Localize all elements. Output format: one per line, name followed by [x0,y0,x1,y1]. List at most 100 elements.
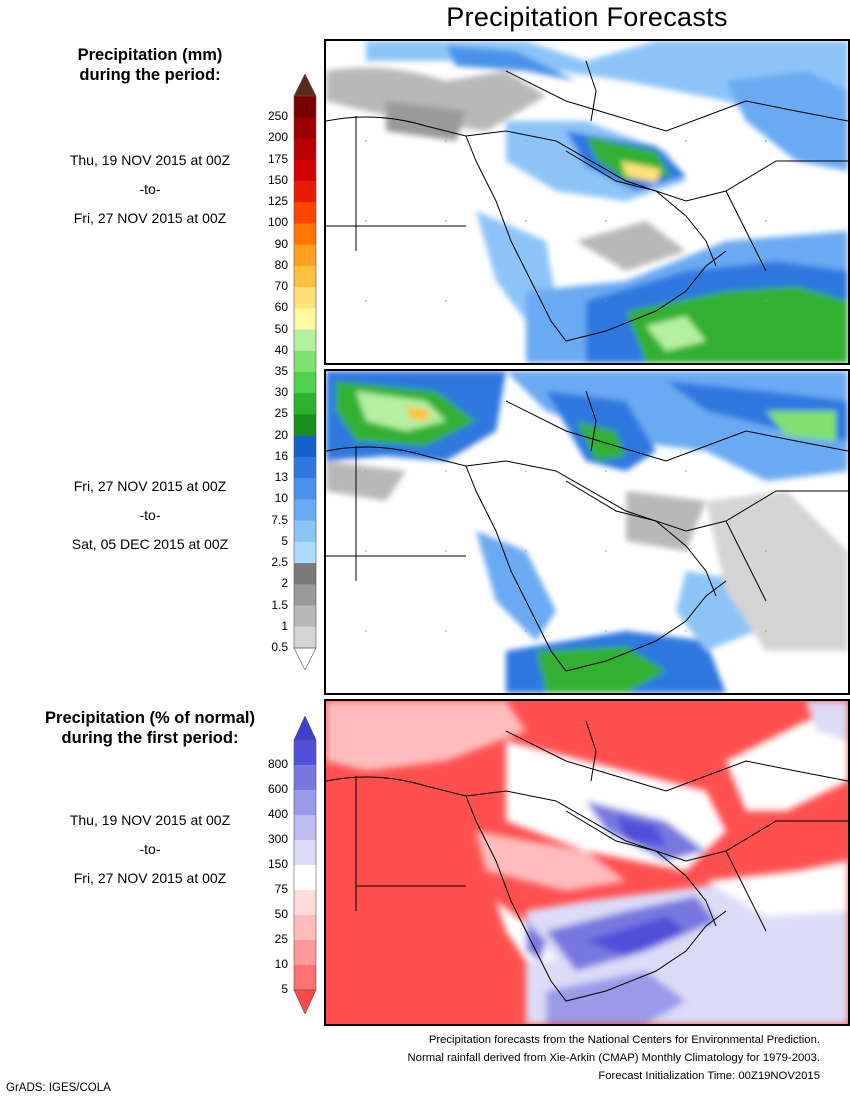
colorbar-swatch [294,890,316,916]
colorbar-tick-label: 30 [274,385,288,400]
precip-percent-heading: Precipitation (% of normal) during the f… [45,709,255,747]
coastlines [326,720,848,1002]
colorbar-swatch [294,180,316,203]
map-panel-percent-normal [324,699,850,1026]
period-2-to: -to- [139,507,161,523]
colorbar-tick-label: 40 [274,342,288,357]
colorbar-tick-label: 175 [267,151,288,166]
percent-normal-field [326,701,848,1024]
colorbar-tick-label: 200 [267,130,288,145]
map-panel-period-1 [324,39,850,365]
colorbar-swatch [294,350,316,373]
colorbar-swatch [294,840,316,866]
colorbar-bottom-arrow [293,647,317,671]
colorbar-swatch [294,815,316,841]
colorbar-swatch [294,940,316,966]
colorbar-swatch [294,96,316,118]
colorbar-tick-label: 10 [274,491,288,506]
colorbar-tick-label: 50 [274,907,288,921]
colorbar-tick-label: 250 [267,109,288,124]
colorbar-tick-label: 60 [274,300,288,315]
colorbar-tick-label: 1 [281,618,288,633]
colorbar-tick-label: 800 [267,757,288,771]
precip-mm-heading: Precipitation (mm) during the period: [77,46,223,84]
colorbar-tick-label: 13 [274,470,288,485]
colorbar-swatch [294,244,316,267]
colorbar-swatch [294,435,316,458]
colorbar-swatch [294,414,316,436]
colorbar-swatch [294,138,316,160]
colorbar-tick-label: 0.5 [271,640,288,654]
period-3-to: -to- [139,841,161,857]
colorbar-swatch [294,372,316,394]
colorbar-swatch [294,478,316,500]
colorbar-swatch [294,223,316,245]
period-1-to: -to- [139,181,161,197]
period-3-start: Thu, 19 NOV 2015 at 00Z [69,812,231,828]
colorbar-tick-label: 35 [274,364,288,378]
colorbar-tick-label: 7.5 [271,512,288,527]
period-1-end: Fri, 27 NOV 2015 at 00Z [73,210,227,226]
coastlines [326,60,848,342]
colorbar-swatch [294,159,316,182]
colorbar-tick-label: 90 [274,236,288,251]
colorbar-tick-label: 20 [274,427,288,442]
colorbar-tick-label: 25 [274,932,288,946]
colorbar-swatch [294,563,316,585]
colorbar-swatch [294,626,316,649]
precip-mm-colorbar [292,73,318,671]
period-3-end: Fri, 27 NOV 2015 at 00Z [73,870,227,886]
colorbar-tick-label: 75 [274,882,288,896]
colorbar-swatch [294,541,316,564]
colorbar-tick-label: 70 [274,279,288,294]
colorbar-tick-label: 5 [281,982,288,996]
colorbar-swatch [294,765,316,791]
period-1-dates: Thu, 19 NOV 2015 at 00Z -to- Fri, 27 NOV… [30,146,270,233]
colorbar-swatch [294,499,316,521]
colorbar-swatch [294,520,316,543]
colorbar-swatch [294,456,316,479]
colorbar-swatch [294,393,316,415]
colorbar-swatch [294,584,316,606]
colorbar-swatch [294,287,316,309]
grid-dots [365,140,767,302]
period-3-dates: Thu, 19 NOV 2015 at 00Z -to- Fri, 27 NOV… [30,806,270,893]
colorbar-tick-label: 1.5 [271,597,288,612]
period-2-start: Fri, 27 NOV 2015 at 00Z [73,478,227,494]
period-1-start: Thu, 19 NOV 2015 at 00Z [69,152,231,168]
colorbar-tick-label: 600 [267,782,288,796]
colorbar-tick-label: 2.5 [271,555,288,570]
colorbar-top-arrow [293,715,317,741]
colorbar-swatch [294,329,316,352]
colorbar-bottom-arrow [293,989,317,1015]
colorbar-tick-label: 125 [267,194,288,209]
colorbar-tick-label: 100 [267,215,288,230]
colorbar-swatch [294,202,316,224]
colorbar-swatch [294,915,316,941]
colorbar-swatch [294,605,316,628]
colorbar-tick-label: 150 [267,172,288,187]
period-2-dates: Fri, 27 NOV 2015 at 00Z -to- Sat, 05 DEC… [30,472,270,559]
footer-notes: Precipitation forecasts from the Nationa… [408,1031,821,1085]
colorbar-swatch [294,790,316,816]
colorbar-tick-label: 150 [267,857,288,871]
colorbar-tick-label: 25 [274,406,288,421]
colorbar-tick-label: 2 [281,576,288,591]
precip-field [326,371,848,693]
colorbar-tick-label: 10 [274,957,288,971]
colorbar-swatch [294,740,316,766]
page-title: Precipitation Forecasts [446,2,728,32]
colorbar-swatch [294,308,316,330]
footer-line-3: Forecast Initialization Time: 00Z19NOV20… [598,1070,820,1082]
colorbar-swatch [294,265,316,288]
colorbar-tick-label: 400 [267,807,288,821]
coastlines [326,390,848,672]
colorbar-swatch [294,965,316,991]
colorbar-tick-label: 5 [281,533,288,548]
grid-dots [365,470,767,632]
colorbar-swatch [294,865,316,891]
precip-field [326,41,848,363]
colorbar-tick-label: 16 [274,448,288,463]
footer-line-2: Normal rainfall derived from Xie-Arkin (… [407,1052,821,1064]
grads-credit: GrADS: IGES/COLA [6,1082,111,1094]
